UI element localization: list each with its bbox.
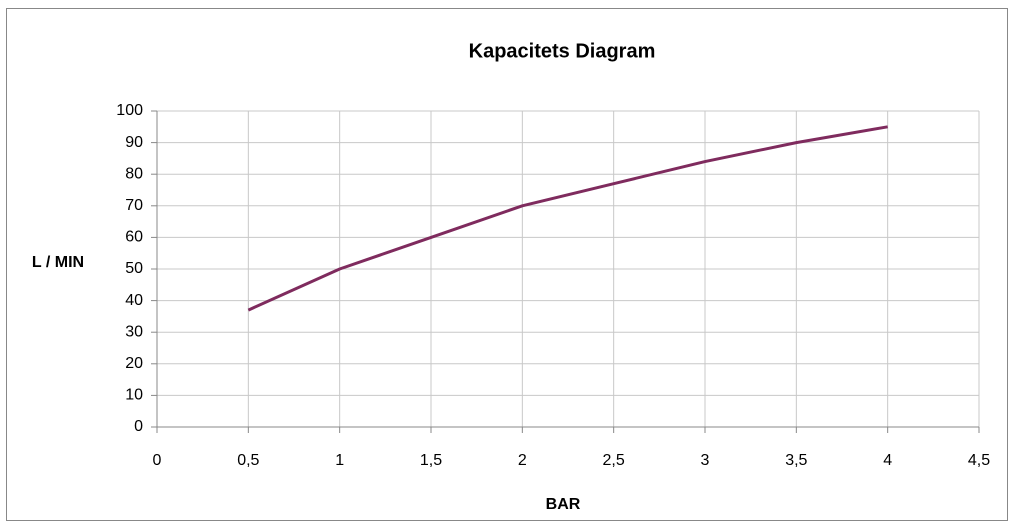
x-tick-label: 0 xyxy=(153,452,162,469)
y-tick-label: 20 xyxy=(125,355,143,372)
x-tick-label: 4,5 xyxy=(968,452,990,469)
y-tick-label: 90 xyxy=(125,134,143,151)
y-tick-label: 40 xyxy=(125,292,143,309)
x-tick-label: 3 xyxy=(701,452,710,469)
x-tick-label: 0,5 xyxy=(237,452,259,469)
x-tick-label: 1 xyxy=(335,452,344,469)
y-tick-label: 30 xyxy=(125,323,143,340)
x-tick-label: 3,5 xyxy=(785,452,807,469)
x-tick-label: 1,5 xyxy=(420,452,442,469)
x-axis-label: BAR xyxy=(546,496,581,513)
data-line xyxy=(247,125,888,312)
x-tick-label: 2,5 xyxy=(603,452,625,469)
y-tick-label: 50 xyxy=(125,260,143,277)
y-tick-label: 60 xyxy=(125,229,143,246)
y-tick-label: 70 xyxy=(125,197,143,214)
y-tick-label: 80 xyxy=(125,165,143,182)
x-tick-label: 4 xyxy=(883,452,892,469)
y-axis-label: L / MIN xyxy=(32,254,84,271)
chart-title: Kapacitets Diagram xyxy=(469,40,656,62)
x-tick-label: 2 xyxy=(518,452,527,469)
chart-border xyxy=(6,8,1008,521)
y-tick-label: 100 xyxy=(116,102,143,119)
y-tick-label: 0 xyxy=(134,418,143,435)
y-tick-label: 10 xyxy=(125,387,143,404)
